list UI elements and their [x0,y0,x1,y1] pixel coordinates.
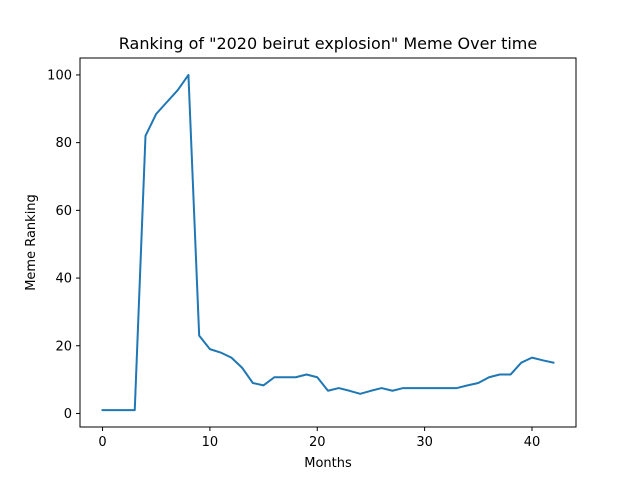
y-tick-label: 20 [55,339,72,354]
x-tick-label: 0 [98,435,106,450]
y-tick-label: 0 [64,407,72,422]
x-tick-label: 30 [416,435,433,450]
chart-title: Ranking of "2020 beirut explosion" Meme … [119,34,537,53]
y-axis: 0 20 40 60 80 100 [47,68,80,422]
y-tick-label: 60 [55,204,72,219]
y-tick-label: 80 [55,136,72,151]
plot-area [79,57,577,428]
x-tick-label: 20 [309,435,326,450]
x-tick-label: 40 [524,435,541,450]
y-tick-label: 40 [55,272,72,287]
y-tick-label: 100 [47,68,72,83]
x-tick-label: 10 [202,435,219,450]
x-axis-label: Months [304,456,352,471]
x-axis: 0 10 20 30 40 [98,427,540,450]
series-points [102,74,554,411]
y-axis-label: Meme Ranking [24,194,39,291]
